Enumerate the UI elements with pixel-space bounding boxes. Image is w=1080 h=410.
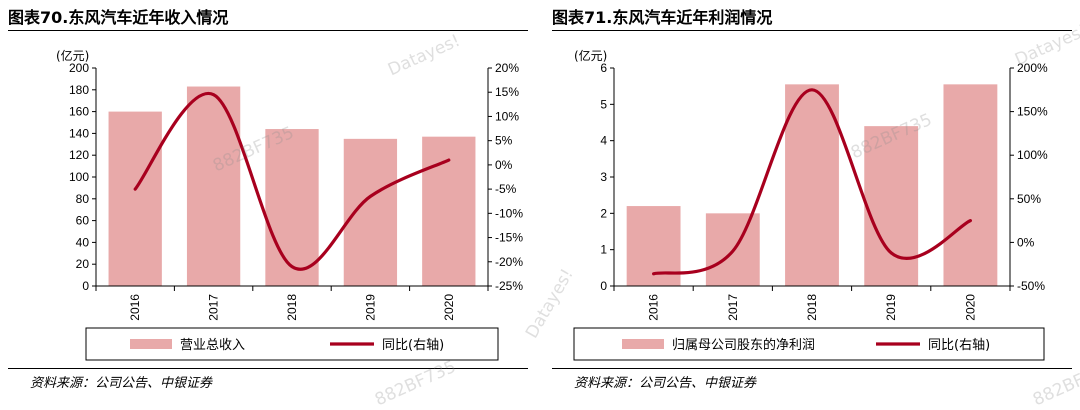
y-tick-label: 100 [69,170,89,184]
chart-title: 图表70.东风汽车近年收入情况 [8,8,229,27]
yoy-point-2017 [731,249,734,253]
x-tick-label: 2016 [128,294,142,321]
yoy-point-2019 [369,195,372,198]
title-rule [552,30,1072,31]
x-tick-label: 2017 [726,294,740,321]
y-axis-unit: (亿元) [56,48,89,63]
yoy-point-2018 [810,88,814,92]
x-tick-label: 2017 [207,294,221,321]
x-tick-label: 2019 [363,294,377,321]
y2-tick-label: 150% [1017,105,1048,119]
yoy-line [133,91,451,271]
source-note: 资料来源：公司公告、中银证券 [30,376,213,391]
y2-tick-label: 15% [495,85,519,99]
y2-tick-label: 100% [1017,148,1048,162]
y-tick-label: 4 [600,134,607,148]
y2-tick-label: 0% [495,158,513,172]
bar-2018 [265,129,319,286]
y-tick-label: 3 [600,170,607,184]
legend-bar-label: 归属母公司股东的净利润 [672,337,815,353]
profit-chart: 0 1 2 3 4 5 6 -50% 0% 50% 100% 150% 200% 2016 2017 2018… [573,48,1048,361]
yoy-point-2017 [212,93,215,96]
yoy-point-2016 [134,187,137,191]
y-tick-label: 6 [600,61,607,75]
y-tick-label: 0 [82,279,89,293]
y2-tick-label: -50% [1017,279,1045,293]
y-tick-label: 0 [600,279,607,293]
y2-tick-label: 200% [1017,61,1048,75]
y-axis-unit: (亿元) [574,48,607,63]
title-rule [8,30,528,31]
legend-bar-label: 营业总收入 [180,338,245,353]
x-tick-label: 2019 [884,294,898,321]
x-tick-label: 2016 [647,294,661,321]
bar-2019 [343,138,398,286]
source-note: 资料来源：公司公告、中银证券 [574,376,757,391]
y-tick-label: 140 [69,126,89,140]
revenue-chart-panel: 图表70.东风汽车近年收入情况 0 20 40 60 80 100 120 140 160 180… [8,0,528,401]
y-tick-label: 1 [600,243,607,257]
y-tick-label: 20 [76,257,90,271]
yoy-point-2020 [969,219,972,222]
y-tick-label: 200 [69,61,89,75]
legend-bar-swatch [622,339,664,349]
legend-line-label: 同比(右轴) [928,338,990,353]
bar-2018 [785,84,839,286]
y-tick-label: 160 [69,105,89,119]
y2-tick-label: 20% [495,61,519,75]
revenue-chart: 0 20 40 60 80 100 120 140 160 180 200 -25% -20% -15% -… [56,48,523,361]
y2-tick-label: -10% [495,206,523,220]
x-tick-label: 2020 [442,294,456,321]
legend-line-label: 同比(右轴) [382,338,444,353]
y2-tick-label: -25% [495,279,523,293]
yoy-point-2018 [290,265,294,268]
source-rule [552,368,1072,369]
y-tick-label: 2 [600,206,607,220]
yoy-point-2020 [447,158,450,162]
x-tick-label: 2020 [963,294,977,321]
y-tick-label: 40 [76,235,90,249]
chart-title: 图表71.东风汽车近年利润情况 [552,8,773,27]
y2-tick-label: -20% [495,255,523,269]
y-tick-label: 60 [76,214,90,228]
y2-tick-label: -15% [495,231,523,245]
y-tick-label: 120 [69,148,89,162]
y2-tick-label: 0% [1017,235,1035,249]
x-tick-label: 2018 [285,294,299,321]
yoy-point-2016 [652,272,655,275]
bar-2017 [186,86,241,286]
bar-2016 [108,111,162,286]
y2-tick-label: 10% [495,109,519,123]
profit-chart-panel: 图表71.东风汽车近年利润情况 0 1 2 3 4 5 6 -50% 0% 50% 100% 150%… [552,0,1072,401]
y-tick-label: 180 [69,83,89,97]
y-tick-label: 5 [600,97,607,111]
y-tick-label: 80 [76,192,90,206]
legend-bar-swatch [130,339,172,349]
y2-tick-label: 50% [1017,192,1041,206]
yoy-point-2019 [890,251,893,255]
y2-tick-label: -5% [495,182,517,196]
y2-tick-label: 5% [495,134,513,148]
bar-2020 [943,84,998,286]
source-rule [8,368,528,369]
x-tick-label: 2018 [805,294,819,321]
